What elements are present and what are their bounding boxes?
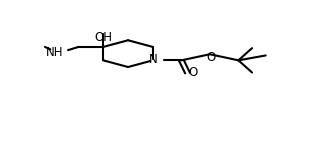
Text: OH: OH <box>94 31 112 44</box>
Text: O: O <box>206 51 215 64</box>
Text: NH: NH <box>45 46 63 59</box>
Text: N: N <box>149 53 158 66</box>
Text: O: O <box>188 66 197 79</box>
